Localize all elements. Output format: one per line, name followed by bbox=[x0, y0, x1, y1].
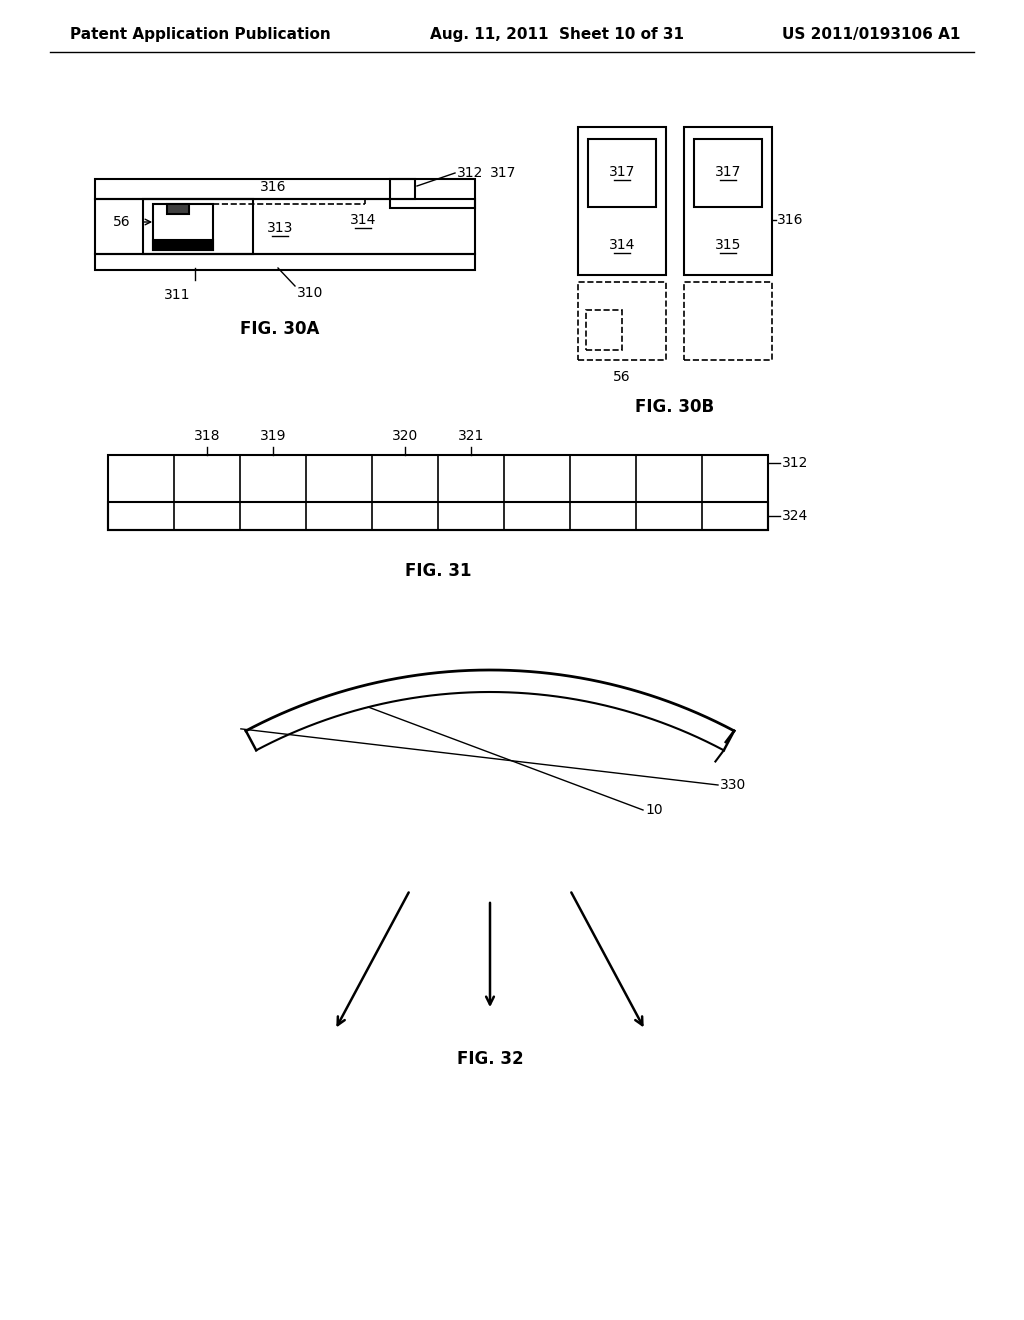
Text: 10: 10 bbox=[645, 803, 663, 817]
Text: 316: 316 bbox=[777, 213, 804, 227]
Text: 310: 310 bbox=[297, 286, 324, 300]
Bar bbox=[95, 199, 475, 253]
Bar bbox=[586, 310, 622, 350]
Bar bbox=[578, 127, 666, 275]
Bar bbox=[153, 240, 213, 249]
Text: 317: 317 bbox=[715, 165, 741, 180]
Text: 321: 321 bbox=[458, 429, 484, 444]
Text: 312: 312 bbox=[782, 455, 808, 470]
Text: 311: 311 bbox=[164, 288, 190, 302]
Text: 318: 318 bbox=[194, 429, 220, 444]
Text: 314: 314 bbox=[350, 213, 376, 227]
Bar bbox=[578, 282, 666, 360]
Text: 317: 317 bbox=[609, 165, 635, 180]
Text: Patent Application Publication: Patent Application Publication bbox=[70, 28, 331, 42]
Text: 316: 316 bbox=[260, 180, 287, 194]
Text: US 2011/0193106 A1: US 2011/0193106 A1 bbox=[781, 28, 961, 42]
Bar bbox=[108, 502, 768, 531]
Text: FIG. 31: FIG. 31 bbox=[404, 562, 471, 579]
Bar bbox=[95, 253, 475, 271]
Bar bbox=[95, 180, 415, 199]
Bar bbox=[684, 282, 772, 360]
Bar bbox=[143, 199, 253, 253]
Bar bbox=[153, 205, 213, 249]
Bar bbox=[588, 139, 656, 207]
Text: 330: 330 bbox=[720, 777, 746, 792]
Text: 56: 56 bbox=[613, 370, 631, 384]
Text: Aug. 11, 2011  Sheet 10 of 31: Aug. 11, 2011 Sheet 10 of 31 bbox=[430, 28, 684, 42]
Bar bbox=[167, 205, 189, 214]
Text: 314: 314 bbox=[609, 238, 635, 252]
Text: FIG. 30A: FIG. 30A bbox=[241, 319, 319, 338]
Bar bbox=[108, 455, 768, 531]
Text: 315: 315 bbox=[715, 238, 741, 252]
Text: FIG. 30B: FIG. 30B bbox=[636, 399, 715, 416]
Text: 317: 317 bbox=[490, 166, 516, 180]
Text: 319: 319 bbox=[260, 429, 287, 444]
Text: 320: 320 bbox=[392, 429, 418, 444]
Text: 313: 313 bbox=[267, 220, 293, 235]
Text: 324: 324 bbox=[782, 510, 808, 523]
Text: 312: 312 bbox=[457, 166, 483, 180]
Bar bbox=[694, 139, 762, 207]
Text: FIG. 32: FIG. 32 bbox=[457, 1049, 523, 1068]
Bar bbox=[390, 180, 475, 209]
Text: 56: 56 bbox=[114, 215, 131, 228]
Bar bbox=[684, 127, 772, 275]
